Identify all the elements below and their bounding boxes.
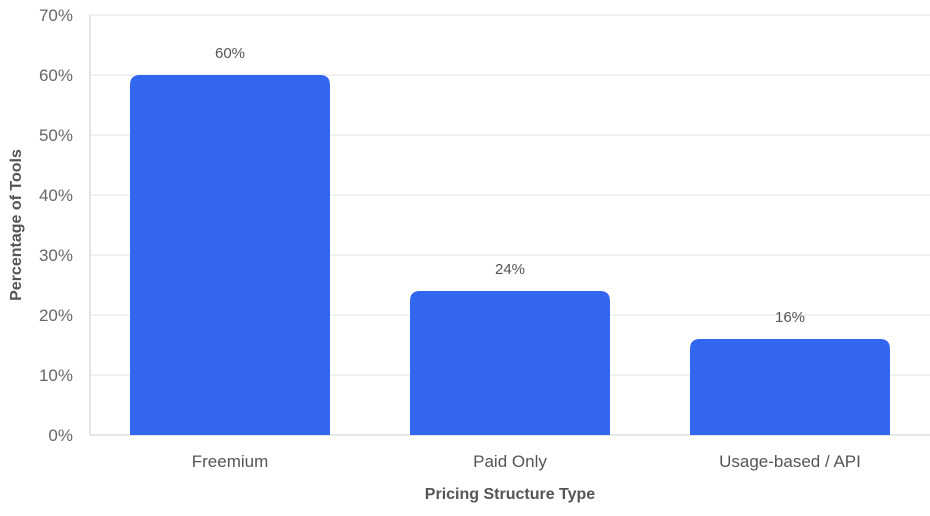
y-tick-label: 10% <box>39 366 73 385</box>
x-axis-categories: Freemium Paid Only Usage-based / API <box>192 452 861 471</box>
data-labels: 60% 24% 16% <box>215 45 805 326</box>
y-tick-label: 70% <box>39 6 73 25</box>
y-tick-label: 60% <box>39 66 73 85</box>
bar-value-label: 24% <box>495 261 525 278</box>
x-tick-label: Paid Only <box>473 452 547 471</box>
x-tick-label: Usage-based / API <box>719 452 861 471</box>
y-axis-title: Percentage of Tools <box>8 149 25 301</box>
bar-usage-based-api <box>690 339 890 435</box>
y-tick-label: 50% <box>39 126 73 145</box>
x-axis-title: Pricing Structure Type <box>425 486 596 503</box>
y-tick-label: 30% <box>39 246 73 265</box>
bar-value-label: 60% <box>215 45 245 62</box>
bar-value-label: 16% <box>775 309 805 326</box>
y-tick-label: 0% <box>48 426 73 445</box>
bar-freemium <box>130 75 330 435</box>
bar-paid-only <box>410 291 610 435</box>
bars <box>130 75 890 435</box>
x-tick-label: Freemium <box>192 452 269 471</box>
y-axis-ticks: 0% 10% 20% 30% 40% 50% 60% 70% <box>39 6 73 445</box>
y-tick-label: 20% <box>39 306 73 325</box>
y-tick-label: 40% <box>39 186 73 205</box>
